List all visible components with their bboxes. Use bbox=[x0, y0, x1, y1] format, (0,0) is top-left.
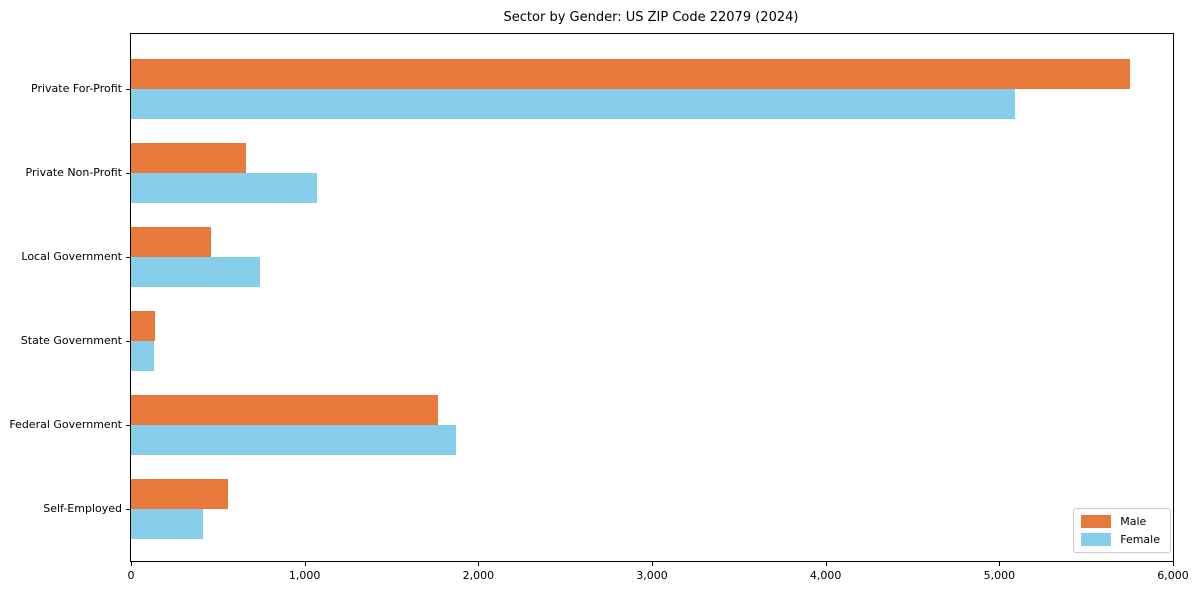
chart-title: Sector by Gender: US ZIP Code 22079 (202… bbox=[503, 10, 799, 25]
y-tick-label-federal-government: Federal Government bbox=[9, 418, 122, 431]
x-tick-mark bbox=[652, 561, 653, 566]
bar-female-private-non-profit bbox=[131, 173, 317, 203]
bar-male-federal-government bbox=[131, 395, 439, 425]
x-tick-mark bbox=[478, 561, 480, 566]
legend-swatch-female bbox=[1081, 533, 1112, 546]
x-tick-mark bbox=[825, 561, 827, 566]
bar-male-self-employed bbox=[131, 479, 229, 509]
legend-label-female: Female bbox=[1120, 533, 1160, 546]
legend-label-male: Male bbox=[1120, 515, 1147, 528]
x-tick-label-5000: 5,000 bbox=[983, 569, 1016, 582]
x-tick-label-1000: 1,000 bbox=[288, 569, 321, 582]
y-tick-mark bbox=[126, 257, 131, 258]
legend-item-female: Female bbox=[1081, 533, 1160, 546]
plot-area: Private For-Profit Private Non-Profit Loca… bbox=[9, 33, 1189, 582]
x-tick-label-2000: 2,000 bbox=[462, 569, 495, 582]
bar-female-self-employed bbox=[131, 509, 204, 539]
y-tick-mark bbox=[126, 509, 131, 510]
bar-male-state-government bbox=[131, 311, 156, 341]
bar-female-local-government bbox=[131, 257, 260, 287]
bar-female-federal-government bbox=[131, 425, 456, 455]
x-tick-mark bbox=[1173, 561, 1174, 566]
y-tick-mark bbox=[126, 89, 131, 90]
x-tick-label-4000: 4,000 bbox=[809, 569, 842, 582]
x-tick-label-3000: 3,000 bbox=[636, 569, 668, 582]
x-tick-label-0: 0 bbox=[127, 569, 135, 582]
bar-female-private-for-profit bbox=[131, 89, 1015, 119]
legend-swatch-male bbox=[1081, 515, 1112, 528]
y-tick-label-private-for-profit: Private For-Profit bbox=[31, 82, 122, 95]
y-tick-mark bbox=[126, 341, 131, 342]
y-tick-label-state-government: State Government bbox=[20, 334, 122, 347]
y-tick-label-private-non-profit: Private Non-Profit bbox=[25, 166, 122, 179]
y-tick-label-self-employed: Self-Employed bbox=[43, 502, 122, 515]
bar-male-private-for-profit bbox=[131, 59, 1130, 89]
x-tick-label-6000: 6,000 bbox=[1157, 569, 1189, 582]
y-tick-mark bbox=[126, 425, 131, 426]
y-tick-mark bbox=[126, 173, 131, 174]
legend: Male Female bbox=[1073, 508, 1171, 553]
legend-item-male: Male bbox=[1081, 515, 1160, 528]
x-tick-mark bbox=[131, 561, 132, 566]
x-tick-mark bbox=[304, 561, 306, 566]
bar-male-local-government bbox=[131, 227, 211, 257]
y-tick-label-local-government: Local Government bbox=[21, 250, 122, 263]
bar-male-private-non-profit bbox=[131, 143, 246, 173]
bar-female-state-government bbox=[131, 341, 154, 371]
x-tick-mark bbox=[999, 561, 1001, 566]
